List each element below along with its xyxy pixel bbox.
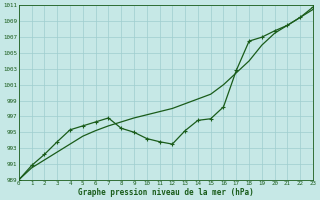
X-axis label: Graphe pression niveau de la mer (hPa): Graphe pression niveau de la mer (hPa) <box>78 188 254 197</box>
